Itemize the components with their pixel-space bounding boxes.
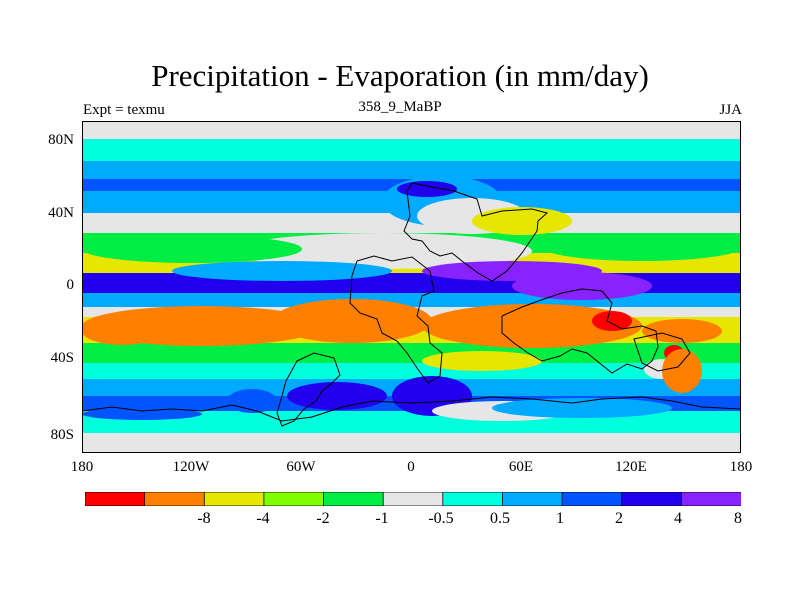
contour-band	[82, 121, 741, 139]
contour-patch	[422, 351, 542, 371]
colorbar-label: -0.5	[428, 510, 454, 527]
continent-outlines	[82, 182, 741, 453]
antarctica-outline	[82, 396, 741, 453]
x-tick-label: 60W	[286, 459, 316, 475]
contour-band	[82, 293, 741, 307]
south-america-outline	[276, 352, 341, 427]
colorbar-swatch	[144, 492, 206, 506]
colorbar-label: -1	[375, 510, 389, 527]
colorbar-swatch	[621, 492, 683, 506]
y-tick-label: 40N	[48, 205, 74, 221]
contour-patch	[662, 349, 702, 393]
y-tick-label: 80N	[48, 132, 74, 148]
colorbar-swatch	[323, 492, 385, 506]
colorbar-label: 2	[615, 510, 623, 527]
colorbar-swatch	[502, 492, 563, 506]
contour-patch	[287, 382, 387, 410]
colorbar-label: -2	[316, 510, 330, 527]
colorbar-label: 0.5	[490, 510, 510, 527]
x-tick-label: 180	[70, 459, 94, 475]
y-tick-label: 0	[66, 277, 75, 293]
y-tick-label: 40S	[50, 350, 74, 366]
colorbar-swatch	[203, 492, 265, 506]
map-frame	[82, 121, 741, 453]
contour-patch	[82, 235, 302, 263]
x-tick-label: 120W	[172, 459, 210, 475]
asia-south-outline	[501, 288, 659, 374]
contour-patch	[172, 261, 392, 281]
contour-patch	[397, 181, 457, 197]
season-label: JJA	[719, 102, 742, 118]
colorbar-label: -4	[256, 510, 270, 527]
colorbar-swatch	[442, 492, 504, 506]
africa-eurasia-outline	[349, 255, 443, 384]
colorbar	[85, 492, 741, 506]
chart-title: Precipitation - Evaporation (in mm/day)	[151, 58, 649, 93]
precipitation-map	[82, 121, 741, 453]
colorbar-label: 8	[734, 510, 742, 527]
contour-band	[82, 139, 741, 161]
contour-band	[82, 433, 741, 453]
contour-patch	[592, 311, 632, 331]
colorbar-label: -8	[197, 510, 211, 527]
colorbar-label: 1	[556, 510, 564, 527]
contour-patch	[82, 408, 202, 420]
contour-patch	[232, 233, 532, 269]
colorbar-swatch	[85, 492, 146, 506]
contour-patch	[542, 233, 741, 261]
contour-patch	[422, 261, 602, 281]
contour-band	[82, 363, 741, 379]
period-label: 358_9_MaBP	[358, 99, 442, 115]
contour-patch	[492, 398, 672, 418]
contour-patch	[422, 304, 642, 348]
eurasia-outline	[403, 182, 549, 282]
x-tick-label: 0	[407, 459, 415, 475]
x-tick-label: 180	[729, 459, 753, 475]
colorbar-swatch	[263, 492, 325, 506]
colorbar-swatch	[382, 492, 444, 506]
contour-band	[82, 343, 741, 363]
colorbar-swatch	[561, 492, 623, 506]
contour-patch	[642, 319, 722, 343]
x-tick-label: 120E	[615, 459, 647, 475]
contour-patch	[472, 207, 572, 235]
x-tick-label: 60E	[508, 459, 534, 475]
colorbar-swatch	[680, 492, 741, 506]
y-tick-label: 80S	[50, 427, 74, 443]
contour-band	[82, 161, 741, 179]
contour-patch	[82, 317, 162, 345]
colorbar-label: 4	[674, 510, 682, 527]
contour-patch	[272, 299, 432, 343]
experiment-label: Expt = texmu	[83, 102, 165, 118]
australia-outline	[633, 332, 691, 372]
